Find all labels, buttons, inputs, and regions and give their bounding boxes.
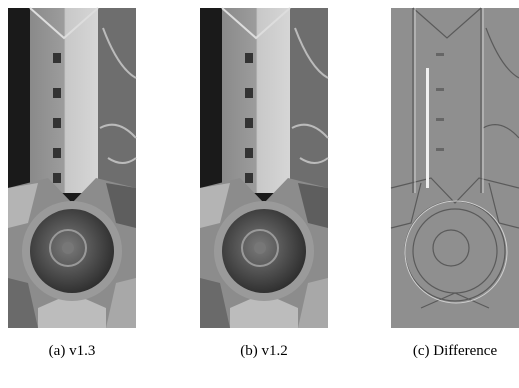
caption: (c) Difference [413,343,498,359]
image-panel [200,8,328,328]
caption: (b) v1.2 [240,343,288,359]
image-panel [8,8,136,328]
caption: (a) v1.3 [49,343,96,359]
figure: (a) v1.3 (b) v1.2 (c) Difference [0,0,519,383]
image-panel [391,8,519,328]
